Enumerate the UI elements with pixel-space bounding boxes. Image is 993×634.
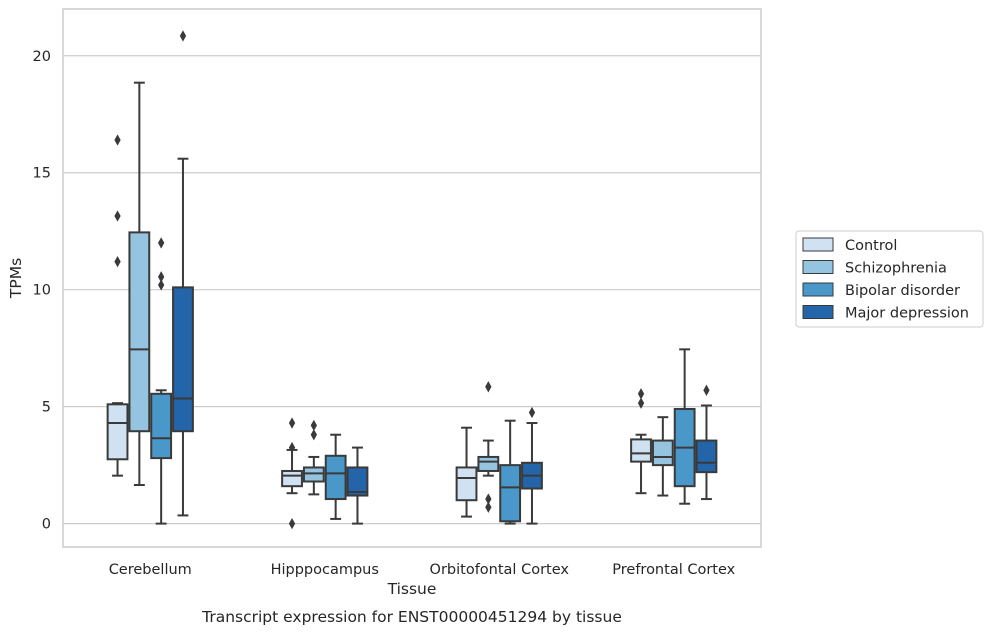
outlier-point [637, 388, 645, 400]
box-bipolar-disorder [499, 419, 522, 525]
box-iqr [172, 286, 194, 433]
box-iqr [695, 439, 718, 474]
box-iqr [499, 464, 522, 523]
outlier-point [637, 397, 645, 409]
outlier-point [114, 255, 121, 268]
outlier-point [288, 517, 296, 530]
y-tick-label: 5 [42, 400, 51, 416]
outlier-point [485, 501, 492, 513]
box-major-depression [172, 30, 194, 517]
box-major-depression [346, 446, 369, 525]
box-iqr [281, 469, 303, 488]
box-bipolar-disorder [150, 237, 173, 525]
y-tick-label: 15 [33, 166, 51, 182]
box-iqr [324, 454, 347, 501]
outlier-point [114, 210, 121, 222]
box-schizophrenia [128, 81, 151, 487]
box-major-depression [695, 384, 718, 501]
outlier-point [485, 381, 492, 393]
plot-frame [62, 8, 762, 548]
legend: Control Schizophrenia Bipolar disorder Majo… [795, 230, 984, 328]
box-schizophrenia [302, 419, 325, 496]
box-iqr [128, 231, 151, 433]
box-control [455, 426, 478, 518]
outlier-point [158, 271, 165, 283]
legend-label: Schizophrenia [845, 261, 947, 277]
box-iqr [455, 466, 478, 502]
x-tick-label: Cerebellum [109, 562, 192, 578]
box-schizophrenia [477, 381, 500, 513]
outlier-point [158, 237, 165, 249]
tick-labels: 0 5 10 15 20 Cerebellum Hipppocampus Orbitofont… [33, 49, 736, 578]
outlier-point [158, 279, 165, 291]
outlier-point [310, 429, 317, 441]
x-axis-label: Tissue [387, 580, 437, 598]
box-iqr [106, 403, 129, 461]
outlier-point [703, 384, 710, 396]
box-iqr [302, 466, 325, 483]
box-iqr [150, 392, 173, 460]
outlier-point [288, 417, 296, 429]
y-tick-label: 0 [42, 517, 51, 533]
legend-swatch [802, 237, 834, 252]
box-bipolar-disorder [324, 433, 347, 520]
box-major-depression [521, 406, 543, 525]
outlier-point [485, 493, 492, 505]
outlier-point [288, 441, 296, 454]
box-iqr [346, 466, 369, 497]
chart-caption: Transcript expression for ENST0000045129… [201, 608, 622, 626]
box-control [630, 388, 652, 495]
x-tick-label: Orbitofontal Cortex [430, 562, 570, 578]
box-iqr [630, 438, 652, 463]
outlier-point [114, 134, 121, 146]
y-tick-label: 20 [33, 49, 51, 65]
outlier-point [310, 419, 317, 432]
box-iqr [477, 455, 500, 472]
x-tick-label: Hipppocampus [271, 562, 379, 578]
legend-swatch [802, 260, 834, 274]
legend-label: Bipolar disorder [845, 283, 960, 299]
legend-label: Major depression [845, 306, 969, 322]
legend-frame [795, 230, 984, 328]
legend-swatch [802, 305, 834, 319]
box-schizophrenia [651, 416, 674, 497]
boxes [106, 30, 718, 530]
outlier-point [179, 30, 187, 42]
y-axis-label: TPMs [7, 258, 25, 299]
outlier-point [528, 406, 536, 419]
x-tick-label: Prefrontal Cortex [612, 562, 735, 578]
box-iqr [651, 439, 674, 467]
legend-label: Control [845, 238, 897, 254]
box-control [281, 417, 303, 530]
legend-swatch [802, 282, 834, 297]
y-tick-label: 10 [33, 283, 51, 299]
box-bipolar-disorder [673, 348, 696, 505]
box-control [106, 134, 129, 477]
